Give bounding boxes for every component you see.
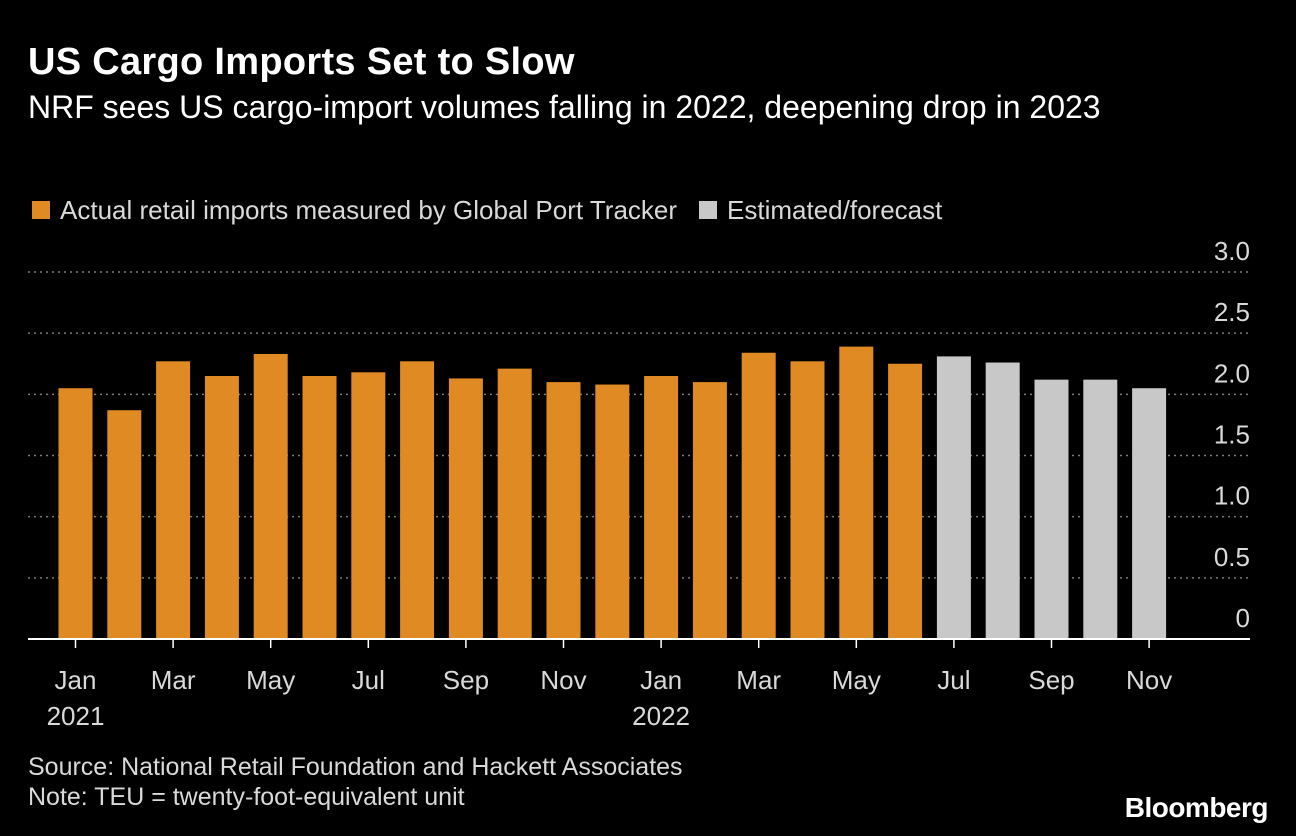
x-tick-label-month: Sep	[443, 665, 489, 695]
y-tick-label: 1.0	[1214, 481, 1250, 511]
y-tick-label: 0	[1236, 603, 1250, 633]
x-tick-label-month: May	[832, 665, 881, 695]
bar-actual	[351, 372, 386, 639]
y-tick-label: 2.5	[1214, 297, 1250, 327]
bar-chart: 0 0.5 1.0 1.5 2.0 2.5 3.0 Jan 2021 Mar May Jul Sep No…	[28, 236, 1250, 730]
x-tick-label-year: 2022	[632, 701, 690, 730]
bar-actual	[595, 384, 630, 639]
bar-actual	[448, 378, 483, 639]
x-tick-label-month: Mar	[151, 665, 196, 695]
source-text: Source: National Retail Foundation and H…	[28, 753, 683, 781]
bar-actual	[253, 353, 288, 639]
bar-actual	[546, 382, 581, 639]
bar-actual	[839, 346, 874, 639]
bar-actual	[204, 375, 239, 639]
x-tick-label-month: Jan	[55, 665, 97, 695]
bar-actual	[497, 368, 532, 639]
bar-actual	[58, 388, 93, 639]
x-tick-label-month: Mar	[736, 665, 781, 695]
legend: Actual retail imports measured by Global…	[32, 192, 964, 228]
bar-actual	[400, 361, 435, 639]
bloomberg-logo: Bloomberg	[1124, 792, 1269, 823]
bar-actual	[692, 382, 727, 639]
x-tick-label-month: Nov	[1126, 665, 1172, 695]
source-note: Source: National Retail Foundation and H…	[28, 752, 683, 812]
legend-item-forecast: Estimated/forecast	[699, 195, 942, 226]
y-tick-label: 1.5	[1214, 420, 1250, 450]
bar-forecast	[1034, 379, 1069, 639]
y-tick-label: 0.5	[1214, 542, 1250, 572]
bar-actual	[790, 361, 825, 639]
bar-actual	[741, 352, 776, 639]
legend-swatch-actual	[32, 201, 50, 219]
bar-forecast	[936, 356, 971, 639]
legend-swatch-forecast	[699, 201, 718, 219]
y-tick-label: 3.0	[1214, 236, 1250, 266]
x-tick-label-month: May	[246, 665, 295, 695]
bar-forecast	[1132, 388, 1167, 639]
bar-actual	[107, 410, 142, 639]
bar-actual	[156, 361, 191, 639]
legend-label-forecast: Estimated/forecast	[727, 194, 943, 225]
bar-forecast	[985, 362, 1020, 639]
axes: 0 0.5 1.0 1.5 2.0 2.5 3.0 Jan 2021 Mar May Jul Sep No…	[28, 236, 1250, 730]
y-tick-label: 2.0	[1214, 358, 1250, 388]
bars	[58, 346, 1167, 639]
x-tick-label-month: Sep	[1028, 665, 1074, 695]
chart-title: US Cargo Imports Set to Slow	[28, 41, 575, 83]
bar-actual	[644, 375, 679, 639]
x-tick-label-year: 2021	[47, 701, 105, 730]
bar-actual	[302, 375, 337, 639]
legend-item-actual: Actual retail imports measured by Global…	[32, 195, 677, 226]
x-tick-label-month: Jul	[352, 665, 385, 695]
bar-actual	[888, 363, 923, 639]
x-tick-label-month: Jul	[937, 665, 970, 695]
note-text: Note: TEU = twenty-foot-equivalent unit	[28, 783, 465, 811]
bar-forecast	[1083, 379, 1118, 639]
x-tick-label-month: Jan	[640, 665, 682, 695]
legend-label-actual: Actual retail imports measured by Global…	[60, 194, 678, 225]
x-tick-label-month: Nov	[540, 665, 586, 695]
chart-subtitle: NRF sees US cargo-import volumes falling…	[28, 89, 1101, 125]
